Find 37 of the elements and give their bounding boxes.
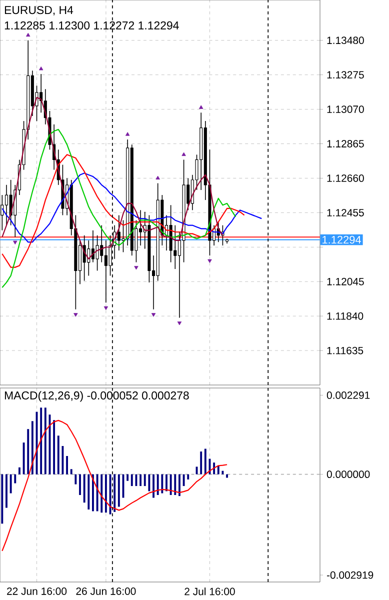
chart-title: EURUSD, H4 (4, 6, 74, 16)
point (208, 259, 212, 263)
point (125, 132, 130, 136)
y-tick-label: -0.002919 (326, 571, 374, 579)
y-tick-label: 1.12045 (327, 278, 364, 286)
x-tick-label: 22 Jun 16:00 (7, 588, 67, 595)
point (13, 240, 18, 244)
y-tick-label: 1.13275 (327, 71, 364, 79)
point (156, 176, 160, 180)
point (104, 306, 108, 310)
candlestick (96, 234, 99, 272)
candlestick (100, 224, 104, 263)
y-tick-label: 0.000000 (326, 470, 370, 478)
x-tick-label: 26 Jun 16:00 (76, 588, 136, 595)
point (74, 313, 78, 317)
candlestick (174, 224, 177, 270)
y-tick-label: 1.13070 (327, 106, 364, 113)
point (198, 105, 204, 109)
y-tick-label: 1.12455 (327, 208, 364, 216)
y-tick-label: 0.002291 (326, 392, 370, 399)
chart-title: MACD(12,26,9) -0.000052 0.000278 (4, 391, 189, 402)
point (151, 313, 156, 317)
point (182, 152, 186, 156)
y-tick-label: 1.12865 (327, 140, 364, 148)
point (134, 266, 138, 270)
point (38, 66, 44, 70)
y-tick-label: 1.13480 (327, 36, 364, 44)
text: 1.12285 1.12300 1.12272 1.12294 (4, 21, 179, 30)
x-tick-label: 2 Jul 16:00 (184, 588, 235, 596)
candlestick (0, 194, 4, 231)
y-tick-label: 1.11635 (327, 346, 364, 354)
ref-line-label: 1.12294 (322, 236, 361, 244)
point (177, 321, 182, 326)
candlestick (122, 220, 125, 253)
y-tick-label: 1.12660 (327, 174, 364, 182)
point (26, 32, 30, 37)
y-tick-label: 1.11840 (327, 312, 364, 320)
